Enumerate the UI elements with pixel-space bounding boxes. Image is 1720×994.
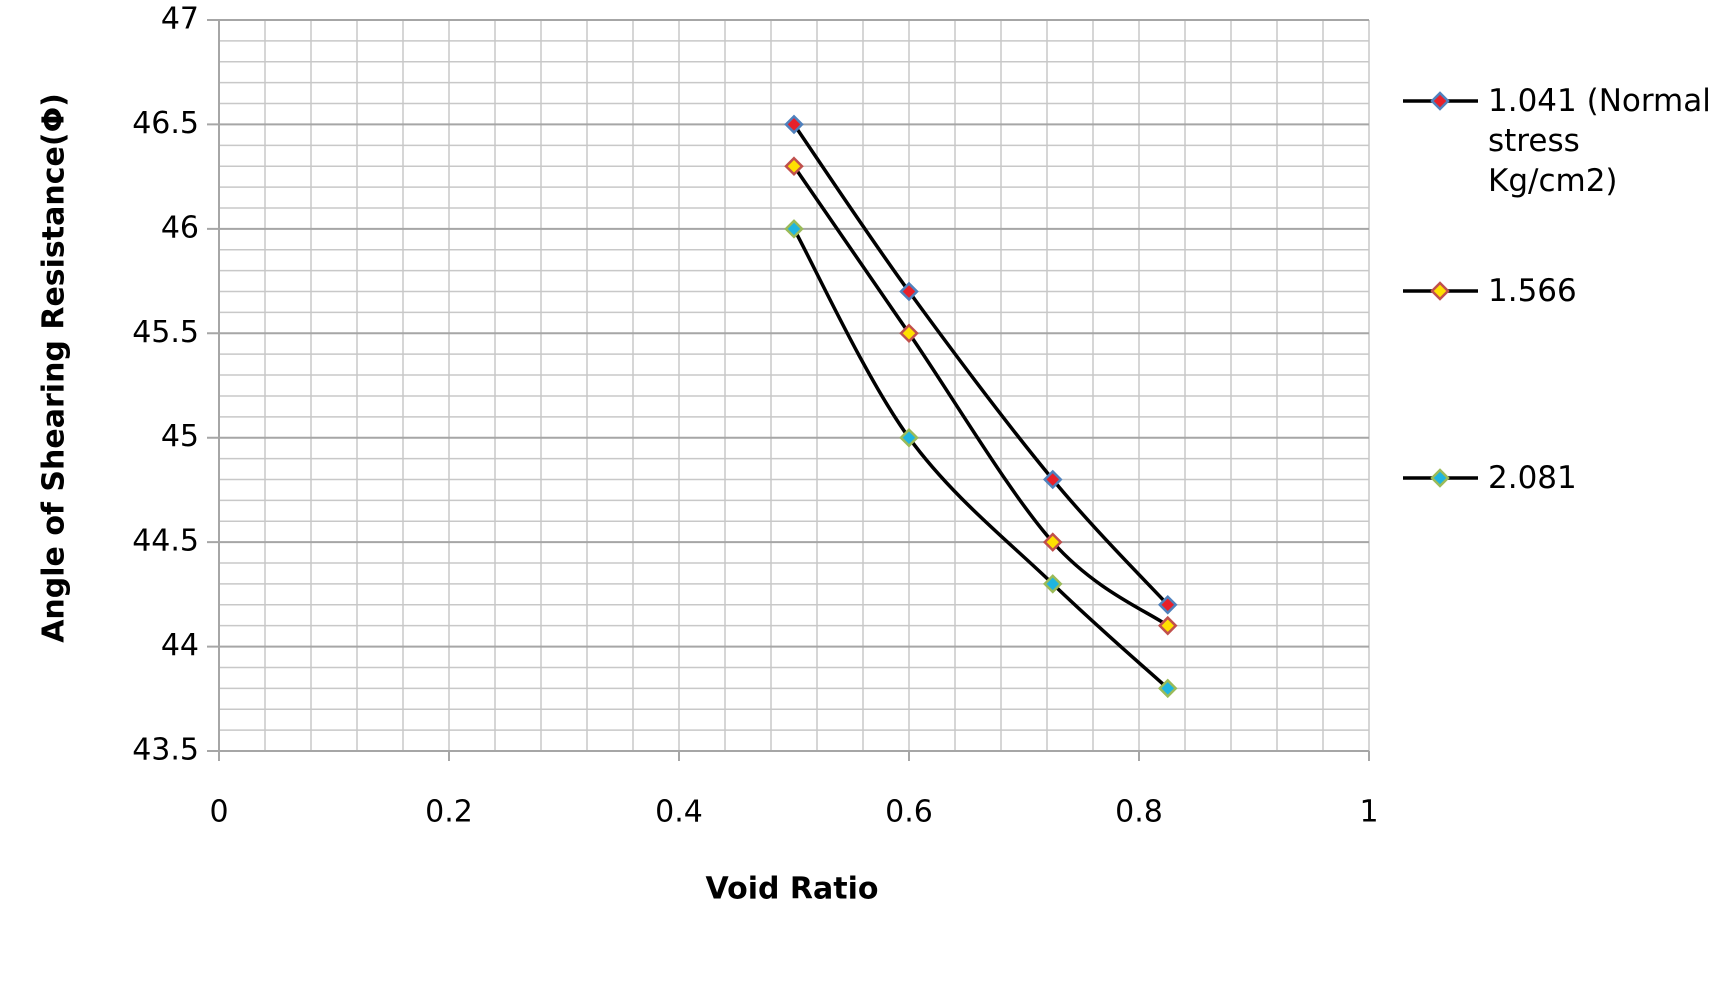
x-tick-label: 0.6 [885, 795, 933, 830]
marker [784, 219, 804, 239]
x-tick-label: 0 [209, 795, 228, 830]
x-tick-label: 0.2 [425, 795, 473, 830]
y-tick-label: 45.5 [132, 315, 199, 350]
marker [899, 281, 919, 302]
marker [899, 427, 919, 448]
marker [784, 114, 804, 135]
x-tick-label: 0.8 [1115, 795, 1163, 830]
x-tick-label: 0.4 [655, 795, 703, 830]
legend-label: 2.081 [1488, 460, 1577, 496]
x-tick-label: 1 [1359, 795, 1378, 830]
y-tick-label: 44 [161, 628, 199, 663]
marker [1157, 615, 1178, 636]
series-line [792, 165, 1169, 628]
legend-label: 1.041 (Normal stress Kg/cm2) [1488, 83, 1711, 199]
marker [784, 156, 804, 176]
y-tick-label: 45 [161, 419, 199, 454]
marker [1042, 532, 1063, 552]
y-axis-title: Angle of Shearing Resistance(Φ) [37, 93, 72, 643]
marker [899, 323, 919, 344]
legend-marker [1430, 281, 1450, 301]
marker [1157, 595, 1178, 615]
marker [1157, 678, 1178, 699]
legend-marker [1430, 468, 1450, 488]
x-axis-title: Void Ratio [706, 872, 879, 907]
legend-marker [1430, 91, 1450, 111]
y-tick-label: 46 [161, 210, 199, 245]
series-line [792, 123, 1170, 606]
legend-label: 1.566 [1488, 273, 1577, 309]
y-tick-label: 44.5 [132, 524, 199, 559]
series-line [792, 228, 1169, 690]
y-tick-label: 47 [161, 2, 199, 37]
y-tick-label: 43.5 [132, 733, 199, 768]
y-tick-label: 46.5 [132, 106, 199, 141]
marker [1042, 469, 1063, 490]
marker [1042, 574, 1063, 594]
